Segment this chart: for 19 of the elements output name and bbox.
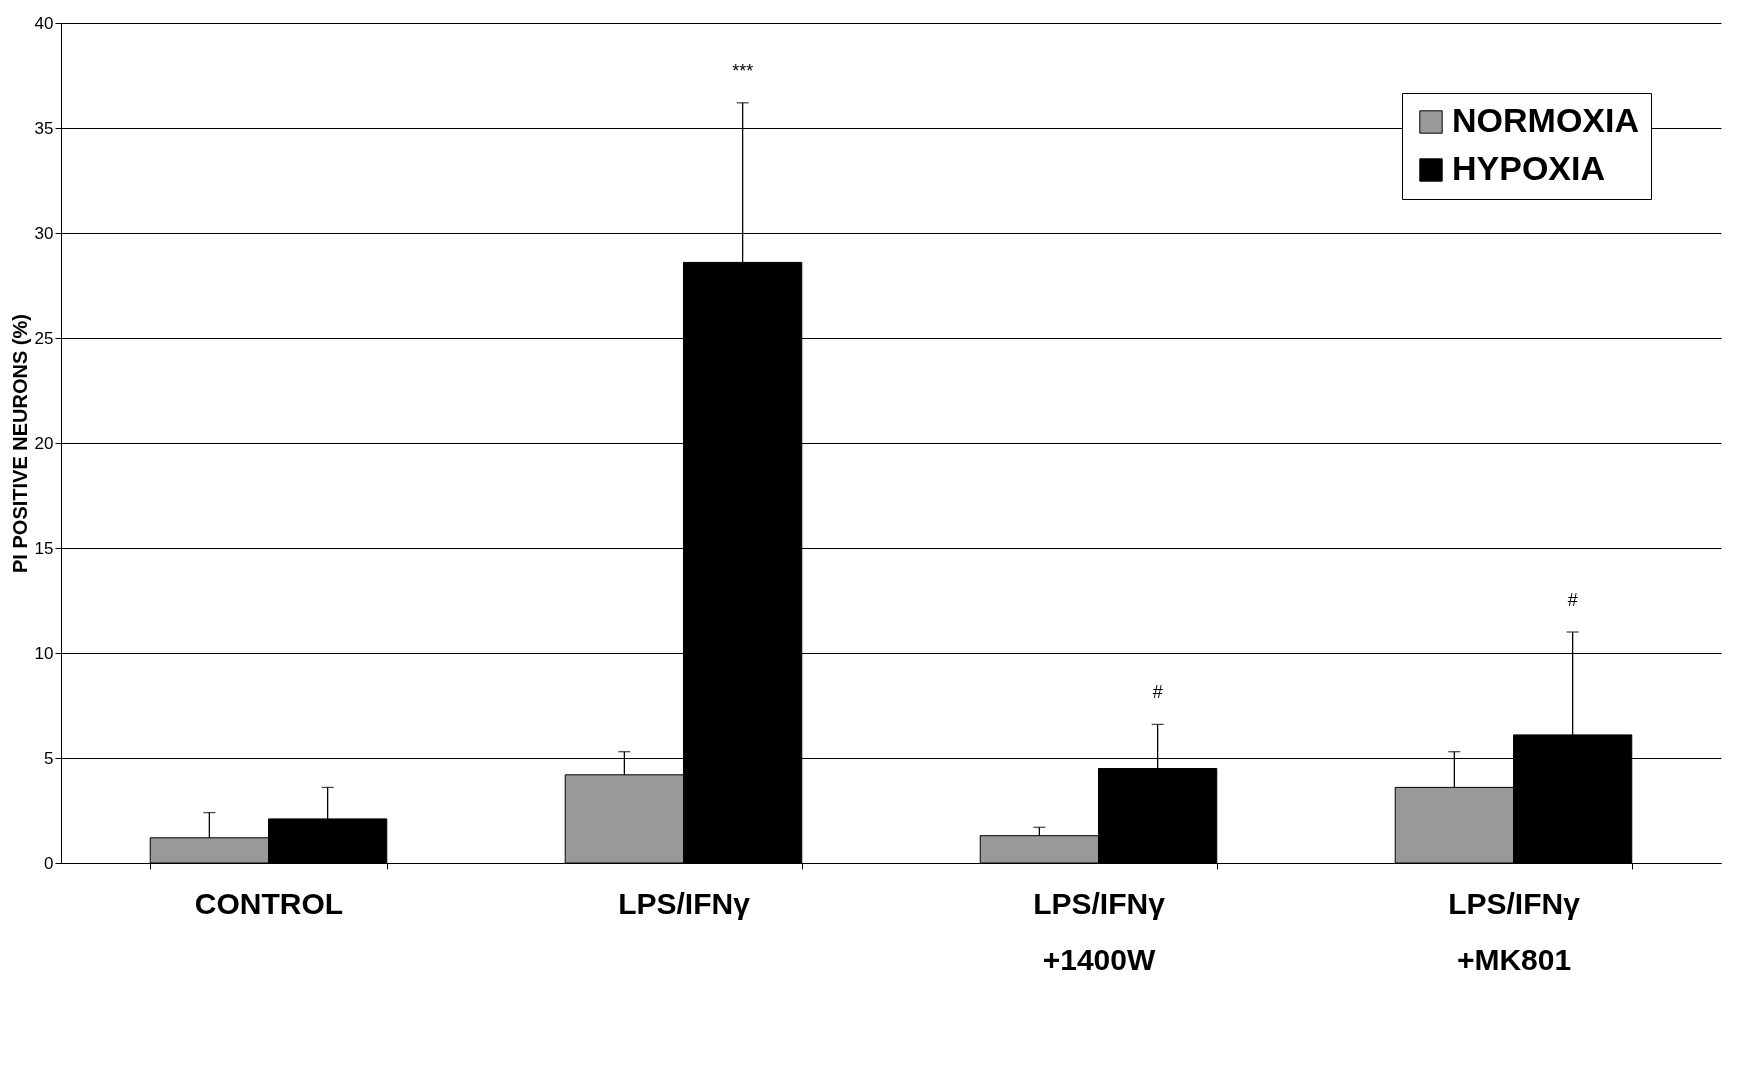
- legend-label: NORMOXIA: [1452, 101, 1639, 139]
- y-tick-label: 40: [34, 13, 54, 33]
- x-tick-label: LPS/IFNγ +1400W: [1033, 886, 1166, 976]
- y-tick-label: 25: [34, 328, 54, 348]
- y-tick-label: 5: [44, 748, 54, 768]
- y-tick-label: 35: [34, 118, 54, 138]
- legend-label: HYPOXIA: [1452, 149, 1606, 187]
- y-tick-label: 30: [34, 223, 54, 243]
- y-tick-label: 0: [44, 853, 54, 873]
- x-tick-label: CONTROL: [194, 886, 344, 920]
- annotation: #: [1567, 590, 1578, 610]
- annotation: #: [1152, 682, 1163, 703]
- x-tick-label: LPS/IFNγ: [618, 886, 751, 920]
- annotation: ***: [732, 60, 754, 81]
- y-tick-label: 15: [34, 538, 54, 558]
- y-axis-title: PI POSITIVE NEURONS (%): [8, 314, 31, 573]
- y-tick-label: 10: [34, 643, 54, 663]
- y-tick-label: 20: [34, 433, 54, 453]
- x-tick-label: LPS/IFNγ +MK801: [1448, 886, 1581, 976]
